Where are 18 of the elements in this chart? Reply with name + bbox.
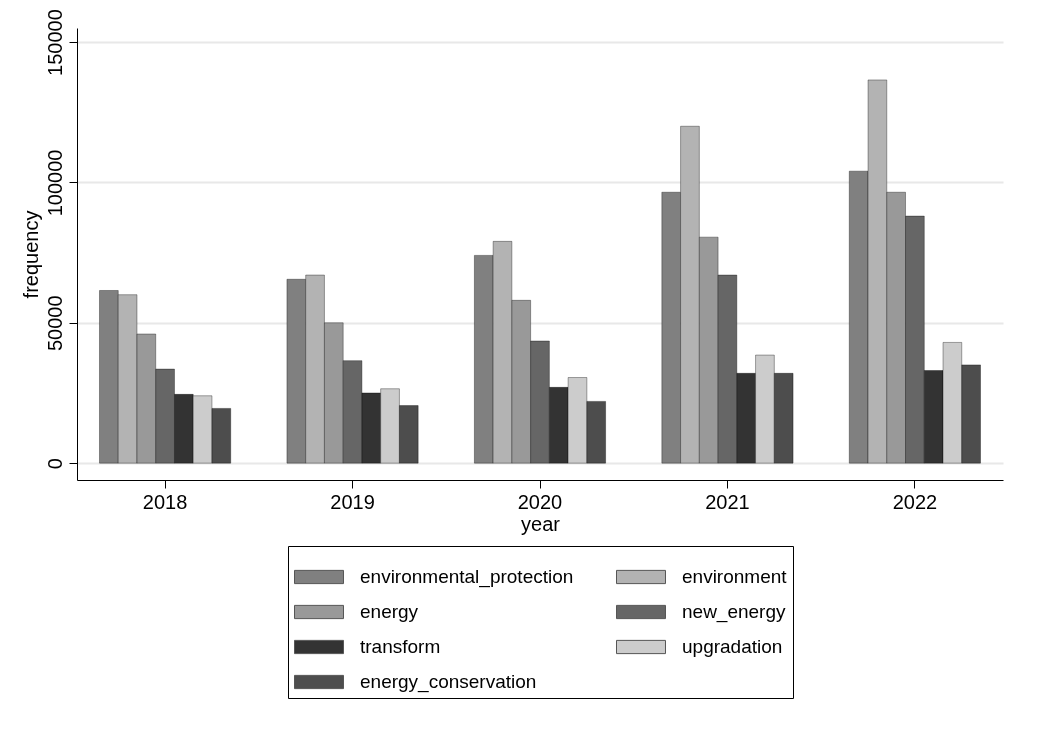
y-tick-label: 0	[43, 458, 66, 470]
x-axis-title: year	[521, 512, 561, 535]
y-tick-label: 50000	[43, 295, 66, 352]
x-tick-label: 2021	[705, 490, 750, 513]
x-tick-label: 2018	[142, 490, 188, 513]
x-tick-label: 2020	[517, 490, 563, 513]
x-tick-label: 2022	[892, 490, 938, 513]
y-axis-title: frequency	[19, 210, 42, 299]
legend-label: new_energy	[682, 601, 787, 623]
y-tick-label: 150000	[43, 9, 66, 76]
legend-label: transform	[360, 636, 441, 657]
x-tick-label: 2019	[330, 490, 375, 513]
legend-label: energy_conservation	[360, 671, 537, 693]
legend-label: environment	[682, 566, 788, 587]
legend-label: environmental_protection	[360, 566, 574, 588]
legend-label: energy	[360, 601, 419, 622]
y-tick-label: 100000	[43, 149, 66, 217]
legend-label: upgradation	[682, 636, 783, 657]
